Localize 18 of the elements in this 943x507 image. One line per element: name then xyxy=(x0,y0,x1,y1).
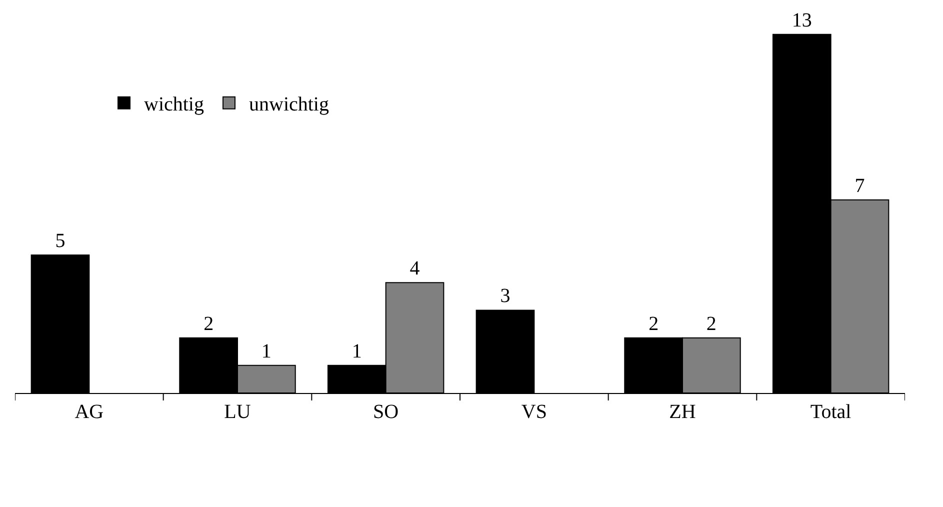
x-tick-label: ZH xyxy=(669,401,696,423)
data-label: 13 xyxy=(792,9,812,32)
data-label: 3 xyxy=(500,285,510,308)
legend-label: unwichtig xyxy=(249,94,329,116)
data-label: 2 xyxy=(706,312,716,335)
data-label: 1 xyxy=(352,340,362,362)
x-tick-label: VS xyxy=(521,401,547,423)
data-label: 7 xyxy=(854,174,865,197)
x-tick-label: SO xyxy=(373,401,399,423)
legend-label: wichtig xyxy=(144,94,204,116)
data-label: 2 xyxy=(204,312,214,335)
data-label: 2 xyxy=(648,312,659,335)
x-tick-label: Total xyxy=(810,401,852,423)
x-tick-label: LU xyxy=(224,401,252,423)
data-label: 1 xyxy=(261,340,272,362)
x-tick-label: AG xyxy=(74,401,104,423)
data-label: 5 xyxy=(55,230,66,252)
data-label: 4 xyxy=(410,258,420,280)
